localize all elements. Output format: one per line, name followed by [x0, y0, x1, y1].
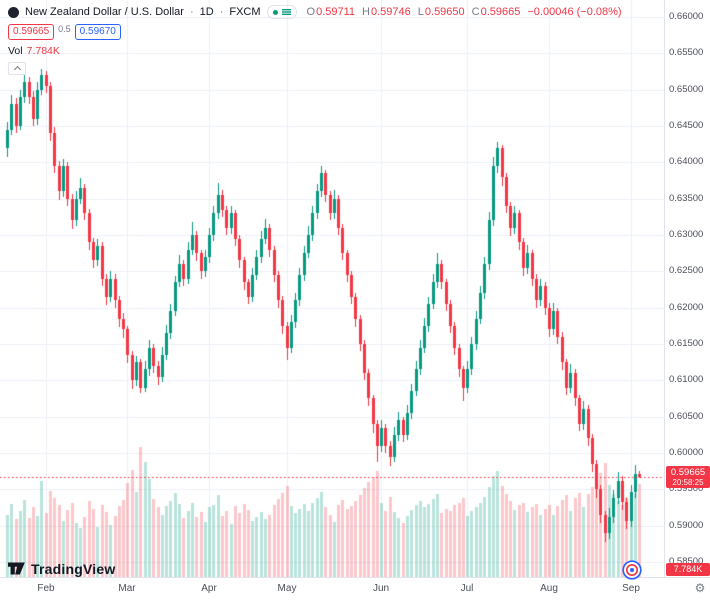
market-status-pill[interactable]: [266, 5, 297, 19]
volume-axis-badge: 7.784K: [666, 563, 710, 576]
time-axis[interactable]: Feb Mar Apr May Jun Jul Aug Sep: [0, 577, 710, 600]
tradingview-wordmark: TradingView: [31, 560, 116, 577]
current-price-value: 0.59665: [670, 467, 706, 478]
price-axis-label: 0.64000: [669, 156, 704, 167]
price-axis-label: 0.63000: [669, 229, 704, 240]
price-axis-label: 0.61000: [669, 374, 704, 385]
ohlc-readout: O 0.59711 H 0.59746 L 0.59650 C 0.59665 −0.0…: [307, 6, 622, 18]
price-axis-label: 0.58500: [669, 556, 704, 567]
time-axis-label: Jun: [372, 583, 390, 594]
price-axis-label: 0.59500: [669, 483, 704, 494]
price-axis-label: 0.62000: [669, 302, 704, 313]
low-label: L: [417, 6, 424, 18]
chevron-up-icon: [13, 65, 21, 74]
price-axis-label: 0.61500: [669, 338, 704, 349]
price-axis-label: 0.64500: [669, 120, 704, 131]
price-axis-label: 0.65500: [669, 47, 704, 58]
market-open-dot-icon: [272, 9, 278, 15]
time-axis-label: Mar: [118, 583, 136, 594]
close-value: 0.59665: [480, 6, 521, 18]
time-axis-label: Jul: [460, 583, 474, 594]
bid-price-button[interactable]: 0.59665: [8, 24, 55, 40]
price-axis-label: 0.63500: [669, 193, 704, 204]
high-label: H: [362, 6, 370, 18]
price-axis[interactable]: 0.59665 20:58:25 7.784K 0.66000 0.65500 0.…: [664, 0, 710, 577]
open-label: O: [306, 6, 316, 18]
separator: ·: [189, 6, 194, 18]
volume-indicator-label: Vol: [8, 45, 23, 57]
time-axis-label: Aug: [540, 583, 558, 594]
exchange-label: FXCM: [229, 6, 261, 18]
time-axis-label: Apr: [201, 583, 217, 594]
spread-value: 0.5: [58, 24, 71, 34]
close-label: C: [471, 6, 480, 18]
separator: ·: [219, 6, 224, 18]
tradingview-logo[interactable]: TradingView: [7, 559, 115, 578]
chart-legend: New Zealand Dollar / U.S. Dollar · 1D · …: [8, 5, 622, 75]
high-value: 0.59746: [371, 6, 411, 18]
broker-logo-icon[interactable]: [622, 560, 642, 580]
time-axis-label: May: [277, 583, 297, 594]
price-axis-label: 0.62500: [669, 265, 704, 276]
low-value: 0.59650: [424, 6, 465, 18]
price-axis-label: 0.65000: [669, 84, 704, 95]
price-axis-label: 0.60000: [669, 447, 704, 458]
time-axis-label: Sep: [622, 583, 640, 594]
ask-price-button[interactable]: 0.59670: [74, 24, 121, 40]
legend-expand-button[interactable]: [8, 62, 26, 75]
gear-icon[interactable]: ⚙: [694, 581, 706, 595]
price-axis-label: 0.60500: [669, 411, 704, 422]
chart-canvas[interactable]: [0, 0, 664, 577]
change-value: −0.00046 (−0.08%): [527, 6, 622, 18]
current-price-badge: 0.59665 20:58:25: [666, 466, 710, 488]
open-value: 0.59711: [316, 6, 356, 18]
interval-label[interactable]: 1D: [199, 6, 214, 18]
symbol-title[interactable]: New Zealand Dollar / U.S. Dollar: [25, 6, 184, 18]
bar-countdown: 20:58:25: [672, 478, 704, 487]
time-axis-label: Feb: [37, 583, 55, 594]
volume-indicator-value: 7.784K: [26, 45, 60, 57]
price-axis-label: 0.66000: [669, 11, 704, 22]
legend-lines-icon: [281, 9, 291, 15]
price-axis-label: 0.59000: [669, 520, 704, 531]
tradingview-mark-icon: [8, 562, 25, 575]
instrument-logo-icon: [8, 6, 19, 18]
